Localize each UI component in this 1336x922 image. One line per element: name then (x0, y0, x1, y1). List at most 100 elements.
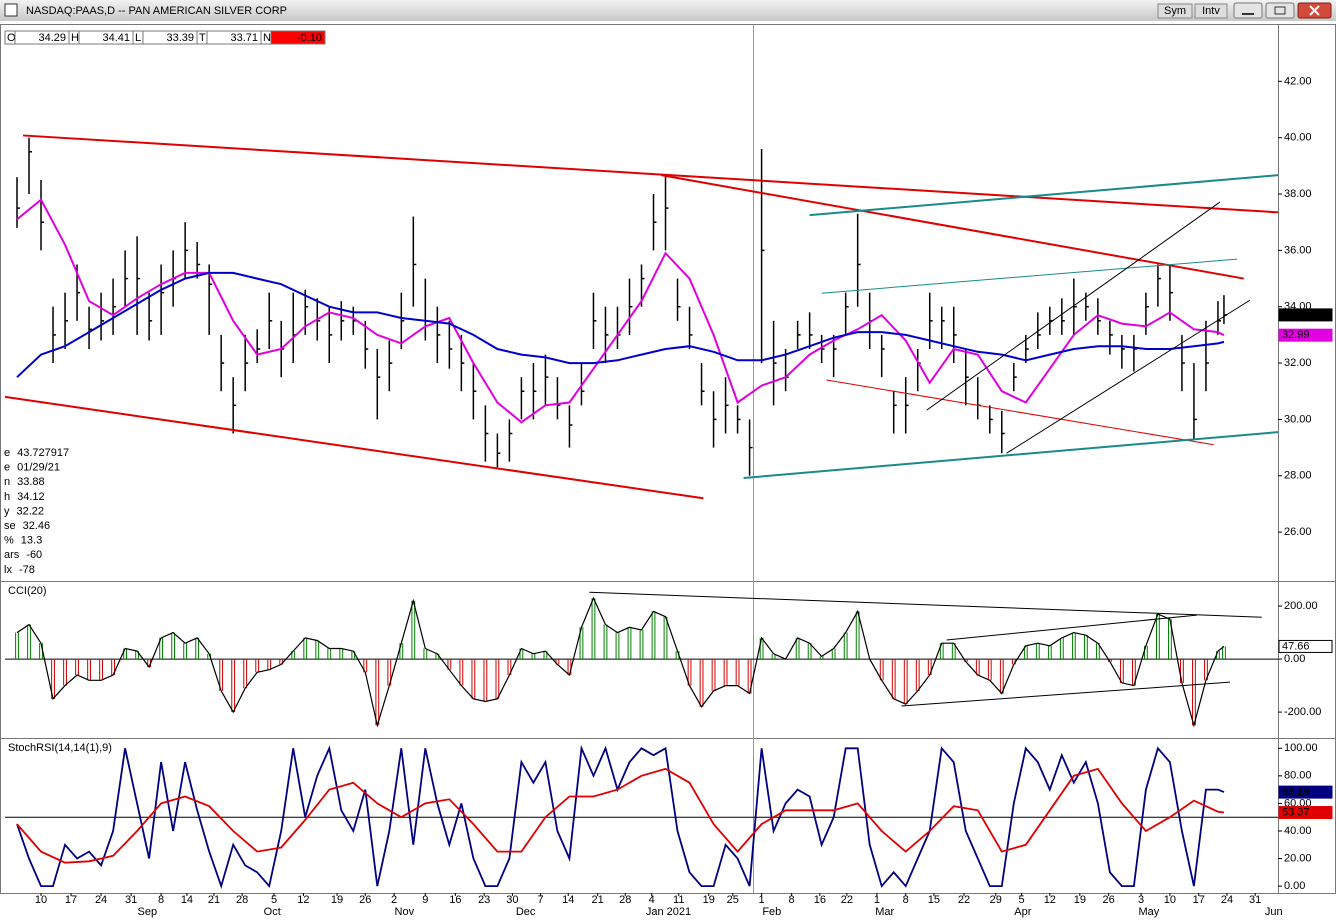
x-tick-label: 15 (928, 894, 940, 906)
x-tick-label: 24 (95, 894, 107, 906)
ohlc-label: O (7, 32, 16, 44)
x-tick-label: 21 (208, 894, 220, 906)
panel-label: StochRSI(14,14(1),9) (8, 742, 112, 754)
maximize-button[interactable] (1265, 2, 1295, 19)
x-tick-label: 16 (449, 894, 461, 906)
trendline (589, 591, 1262, 618)
ohlc-label: H (71, 32, 79, 44)
x-tick-label: 5 (271, 894, 277, 906)
data-window-value: 33.88 (17, 476, 45, 488)
data-window-value: 34.12 (17, 491, 45, 503)
data-window-value: 13.3 (21, 535, 42, 547)
trendline (946, 614, 1197, 641)
sym-button[interactable] (1157, 3, 1193, 19)
intv-button-label[interactable]: Intv (1202, 5, 1220, 17)
month-label: Dec (516, 906, 536, 918)
minimize-button[interactable] (1233, 2, 1263, 19)
x-tick-label: 3 (1138, 894, 1144, 906)
stoch-line (16, 744, 1225, 890)
x-tick-label: 12 (1044, 894, 1056, 906)
data-window-row: ars -60 (4, 549, 42, 561)
data-window-row: n 33.88 (4, 476, 45, 488)
window-title: NASDAQ:PAAS,D -- PAN AMERICAN SILVER COR… (26, 5, 287, 17)
month-label: Sep (138, 906, 158, 918)
close-icon (1309, 5, 1320, 16)
ohlc-label: N (263, 32, 271, 44)
trendline (1006, 299, 1251, 454)
x-tick-label: 19 (703, 894, 715, 906)
x-tick-label: 19 (1074, 894, 1086, 906)
trendline (661, 174, 1244, 280)
data-window-value: 01/29/21 (17, 462, 60, 474)
y-tick-label: 32.00 (1284, 357, 1312, 369)
x-tick-label: 7 (538, 894, 544, 906)
value-tag-label: 47.66 (1282, 640, 1310, 652)
x-tick-label: 17 (1193, 894, 1205, 906)
x-tick-label: 23 (478, 894, 490, 906)
x-tick-label: 31 (125, 894, 137, 906)
data-window-value: 32.46 (23, 520, 51, 532)
x-tick-label: 16 (814, 894, 826, 906)
trendline (4, 395, 704, 500)
trendline (901, 681, 1230, 707)
value-tag-label: 33.71 (1282, 309, 1310, 321)
x-tick-label: 30 (506, 894, 518, 906)
x-tick-label: 11 (673, 894, 684, 906)
data-window-row: % 13.3 (4, 535, 42, 547)
y-tick-label: 26.00 (1284, 526, 1312, 538)
trendline (22, 134, 1279, 214)
month-label: Oct (264, 906, 281, 918)
x-tick-label: 21 (592, 894, 604, 906)
cci-line (16, 596, 1225, 728)
x-tick-label: 8 (789, 894, 795, 906)
stoch-line (16, 767, 1225, 864)
ohlc-value-cell (270, 30, 326, 45)
app-icon (4, 3, 18, 17)
month-label: Nov (395, 906, 415, 918)
data-window-row: e 43.727917 (4, 447, 69, 459)
x-tick-label: 9 (422, 894, 428, 906)
y-tick-label: 36.00 (1284, 244, 1312, 256)
month-label: Apr (1014, 906, 1031, 918)
ohlc-label: L (135, 32, 141, 44)
trendline (826, 379, 1214, 446)
x-tick-label: 31 (1249, 894, 1261, 906)
month-label: Jan 2021 (646, 906, 691, 918)
intv-button[interactable] (1194, 3, 1228, 19)
x-tick-label: 12 (297, 894, 309, 906)
title-bar (0, 0, 1336, 21)
data-window-label: se (4, 520, 16, 532)
y-tick-label: 38.00 (1284, 188, 1312, 200)
x-tick-label: 10 (1164, 894, 1176, 906)
x-tick-label: 8 (158, 894, 164, 906)
ohlc-value: 33.39 (166, 32, 194, 44)
x-tick-label: 2 (391, 894, 397, 906)
x-tick-label: 1 (759, 894, 765, 906)
ohlc-value: -0.10 (297, 32, 322, 44)
x-tick-label: 22 (958, 894, 970, 906)
ohlc-value: 34.29 (38, 32, 66, 44)
y-tick-label: 100.00 (1284, 742, 1318, 754)
data-window-row: e 01/29/21 (4, 462, 60, 474)
y-tick-label: 40.00 (1284, 825, 1312, 837)
x-tick-label: 14 (181, 894, 193, 906)
trendline (743, 431, 1279, 480)
x-tick-label: 24 (1221, 894, 1233, 906)
x-tick-label: 17 (65, 894, 77, 906)
x-tick-label: 26 (359, 894, 371, 906)
panel-label: CCI(20) (8, 585, 47, 597)
data-window-label: h (4, 491, 10, 503)
data-window-label: e (4, 447, 10, 459)
x-tick-label: 1 (874, 894, 880, 906)
x-tick-label: 22 (841, 894, 853, 906)
ohlc-value: 33.71 (230, 32, 258, 44)
ohlc-strip: O 34.29 H 34.41 L 33.39 T 33.71 N -0.10 (4, 30, 326, 45)
sym-button-label[interactable]: Sym (1164, 5, 1186, 17)
y-tick-label: 42.00 (1284, 75, 1312, 87)
x-tick-label: 14 (562, 894, 574, 906)
trendline (821, 258, 1238, 294)
data-window-label: e (4, 462, 10, 474)
data-window-value: 32.22 (17, 505, 45, 517)
value-tag (1278, 308, 1333, 322)
